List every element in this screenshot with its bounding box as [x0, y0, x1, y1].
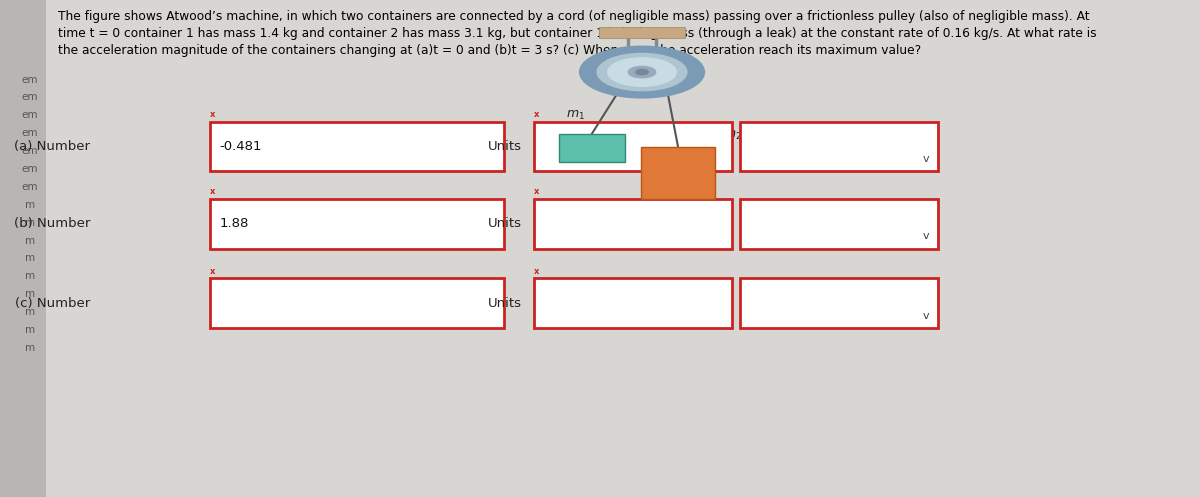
Text: The figure shows Atwood’s machine, in which two containers are connected by a co: The figure shows Atwood’s machine, in wh… — [58, 10, 1097, 57]
Text: m: m — [25, 307, 35, 317]
Bar — [0, 0, 46, 497]
Text: v: v — [922, 311, 929, 321]
Text: em: em — [22, 164, 38, 174]
FancyBboxPatch shape — [534, 122, 732, 171]
Text: -0.481: -0.481 — [220, 140, 262, 153]
Text: Units: Units — [488, 140, 522, 153]
Circle shape — [629, 67, 655, 78]
Text: em: em — [22, 110, 38, 120]
Text: em: em — [22, 182, 38, 192]
Text: x: x — [534, 110, 539, 119]
Text: x: x — [210, 110, 215, 119]
Text: x: x — [210, 267, 215, 276]
Bar — [558, 134, 624, 162]
Text: $m_2$: $m_2$ — [722, 129, 742, 142]
Text: em: em — [22, 92, 38, 102]
Text: m: m — [25, 289, 35, 299]
Text: m: m — [25, 218, 35, 228]
Text: em: em — [22, 128, 38, 138]
Circle shape — [580, 46, 704, 98]
Text: (c) Number: (c) Number — [14, 297, 90, 310]
Text: 1.88: 1.88 — [220, 217, 248, 230]
FancyBboxPatch shape — [740, 122, 938, 171]
FancyBboxPatch shape — [210, 122, 504, 171]
Text: m: m — [25, 236, 35, 246]
Text: m: m — [25, 343, 35, 353]
FancyBboxPatch shape — [210, 278, 504, 328]
Text: em: em — [22, 75, 38, 84]
FancyBboxPatch shape — [740, 278, 938, 328]
FancyBboxPatch shape — [534, 278, 732, 328]
Text: $m_1$: $m_1$ — [566, 109, 586, 122]
Bar — [641, 147, 715, 199]
Text: (a) Number: (a) Number — [14, 140, 90, 153]
Text: x: x — [534, 187, 539, 196]
Text: m: m — [25, 271, 35, 281]
Text: Units: Units — [488, 217, 522, 230]
Text: m: m — [25, 325, 35, 335]
Circle shape — [636, 70, 648, 75]
Text: x: x — [210, 187, 215, 196]
Text: x: x — [534, 267, 539, 276]
Text: v: v — [922, 154, 929, 164]
FancyBboxPatch shape — [740, 199, 938, 248]
Text: (b) Number: (b) Number — [13, 217, 90, 230]
Text: em: em — [22, 146, 38, 156]
Text: v: v — [922, 231, 929, 241]
FancyBboxPatch shape — [210, 199, 504, 248]
Circle shape — [598, 54, 686, 90]
Bar — [599, 27, 685, 38]
Text: m: m — [25, 253, 35, 263]
FancyBboxPatch shape — [534, 199, 732, 248]
Circle shape — [607, 58, 677, 86]
Text: Units: Units — [488, 297, 522, 310]
Text: m: m — [25, 200, 35, 210]
